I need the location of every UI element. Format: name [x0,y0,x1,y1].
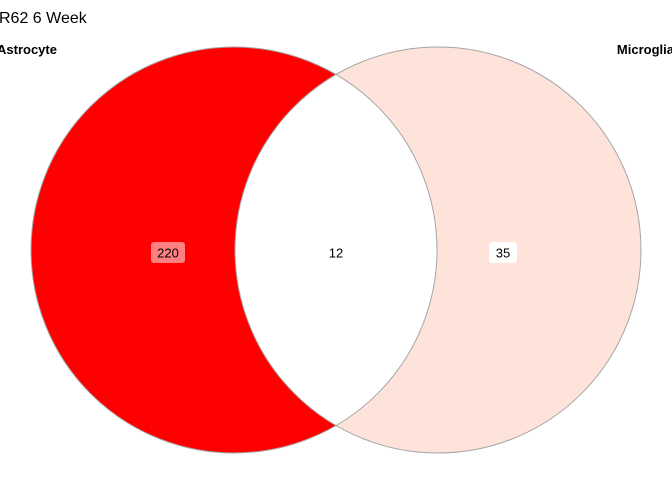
left-only-count: 220 [157,246,179,261]
chart-title: R62 6 Week [0,10,88,27]
overlap-region [235,47,437,453]
set-label-microglia: Microglia [617,42,672,57]
right-only-count: 35 [496,246,510,261]
left-only-count-background [151,242,185,263]
right-only-count-background [489,242,517,263]
microglia-circle-outline [234,46,642,454]
astrocyte-circle-outline [30,46,438,454]
set-label-astrocyte: Astrocyte [0,42,57,57]
overlap-count: 12 [329,246,343,261]
overlap-count-background [322,242,350,263]
